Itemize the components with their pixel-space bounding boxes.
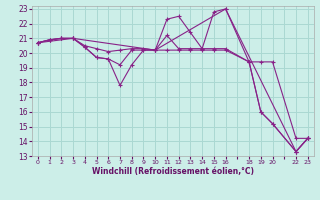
X-axis label: Windchill (Refroidissement éolien,°C): Windchill (Refroidissement éolien,°C) <box>92 167 254 176</box>
